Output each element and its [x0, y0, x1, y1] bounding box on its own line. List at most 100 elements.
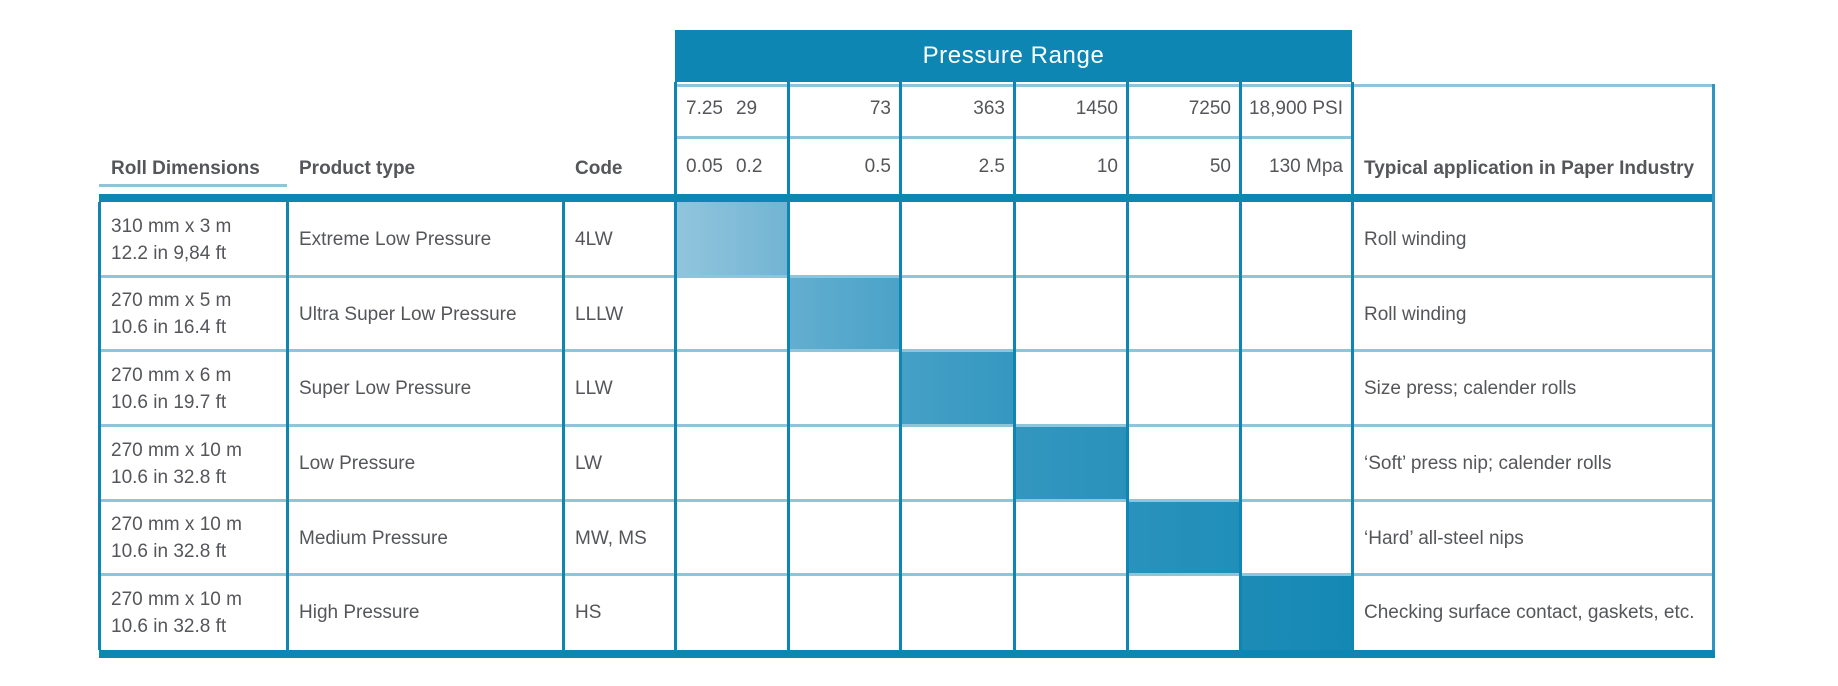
pressure-cell-super-low [900, 351, 1014, 426]
dimensions-metric: 270 mm x 10 m [111, 439, 242, 461]
product-type-cell: Ultra Super Low Pressure [287, 277, 563, 351]
row-separator [99, 275, 1715, 278]
code-cell: 4LW [563, 202, 675, 277]
application-cell: Roll winding [1352, 277, 1715, 351]
product-code: LLW [575, 378, 613, 399]
code-cell: LLLW [563, 277, 675, 351]
psi-scale-cell: 7.25 29 [675, 82, 788, 136]
application-text: ‘Hard’ all-steel nips [1364, 527, 1524, 549]
application-cell: Size press; calender rolls [1352, 351, 1715, 426]
product-type: Ultra Super Low Pressure [299, 303, 517, 325]
mpa-scale-cell: 0.05 0.2 [675, 139, 788, 194]
header-separator-bar [99, 194, 1715, 202]
application-text: ‘Soft’ press nip; calender rolls [1364, 453, 1612, 474]
product-code: LLLW [575, 303, 624, 325]
mpa-value: 2.5 [978, 155, 1005, 177]
mpa-value: 0.05 [686, 155, 723, 177]
product-code: MW, MS [575, 527, 647, 549]
dimensions-imperial: 10.6 in 32.8 ft [111, 541, 227, 562]
product-type-cell: Medium Pressure [287, 501, 563, 575]
grid-vertical-line [787, 82, 790, 650]
column-divider [286, 202, 289, 650]
roll-dimensions-underline [99, 184, 287, 187]
psi-scale-cell: 18,900 PSI [1240, 82, 1352, 136]
column-divider [562, 202, 565, 650]
dimensions-imperial: 12.2 in 9,84 ft [111, 242, 227, 264]
pressure-cell-low [1014, 426, 1127, 501]
column-header-code: Code [575, 158, 623, 179]
psi-scale-cell: 73 [788, 82, 900, 136]
pressure-range-banner-label: Pressure Range [922, 42, 1105, 69]
mpa-scale-cell: 2.5 [900, 139, 1014, 194]
product-code: HS [575, 602, 602, 623]
mpa-value: 0.5 [864, 155, 891, 177]
product-code: LW [575, 453, 603, 474]
grid-vertical-line [1013, 82, 1016, 650]
product-type: Super Low Pressure [299, 378, 472, 399]
application-text: Checking surface contact, gaskets, etc. [1364, 602, 1695, 623]
application-text: Size press; calender rolls [1364, 378, 1577, 399]
table-left-border [98, 202, 101, 650]
grid-vertical-line [1239, 82, 1242, 650]
dimensions-imperial: 10.6 in 32.8 ft [111, 466, 227, 488]
application-text: Roll winding [1364, 303, 1467, 325]
mpa-value: 0.2 [735, 155, 763, 177]
grid-vertical-line [1351, 82, 1354, 650]
mpa-scale-cell: 10 [1014, 139, 1127, 194]
roll-dimensions-cell: 270 mm x 6 m 10.6 in 19.7 ft [99, 351, 287, 426]
product-code: 4LW [575, 229, 613, 250]
mpa-value: 130 Mpa [1269, 155, 1343, 177]
column-header-product-type: Product type [299, 158, 416, 179]
product-type-cell: Extreme Low Pressure [287, 202, 563, 277]
psi-value: 18,900 PSI [1248, 98, 1343, 119]
pressure-cell-medium [1127, 501, 1240, 575]
product-type: Extreme Low Pressure [299, 229, 492, 250]
product-type-cell: Super Low Pressure [287, 351, 563, 426]
psi-scale-cell: 1450 [1014, 82, 1127, 136]
grid-vertical-line [1126, 82, 1129, 650]
application-cell: Roll winding [1352, 202, 1715, 277]
table-bottom-bar [99, 650, 1715, 658]
psi-value: 29 [735, 98, 758, 119]
psi-value: 7.25 [686, 98, 723, 119]
psi-scale-cell: 363 [900, 82, 1014, 136]
psi-value: 363 [973, 98, 1005, 119]
psi-scale-cell: 7250 [1127, 82, 1240, 136]
pressure-cell-ultra-super-low [788, 277, 900, 351]
product-type-cell: High Pressure [287, 575, 563, 650]
pressure-cell-high [1240, 575, 1352, 650]
mpa-scale-cell: 0.5 [788, 139, 900, 194]
mpa-scale-cell: 130 Mpa [1240, 139, 1352, 194]
row-separator [99, 499, 1715, 502]
grid-vertical-line [899, 82, 902, 650]
mpa-value: 50 [1209, 155, 1231, 177]
application-cell: Checking surface contact, gaskets, etc. [1352, 575, 1715, 650]
code-cell: LW [563, 426, 675, 501]
pressure-range-banner: Pressure Range [675, 30, 1352, 82]
row-separator [99, 349, 1715, 352]
product-type: High Pressure [299, 602, 420, 623]
roll-dimensions-cell: 270 mm x 5 m 10.6 in 16.4 ft [99, 277, 287, 351]
product-type: Medium Pressure [299, 527, 448, 549]
grid-vertical-line [674, 82, 677, 650]
row-separator [99, 424, 1715, 427]
roll-dimensions-cell: 270 mm x 10 m 10.6 in 32.8 ft [99, 575, 287, 650]
dimensions-metric: 310 mm x 3 m [111, 215, 232, 237]
product-type: Low Pressure [299, 453, 416, 474]
mpa-value: 10 [1096, 155, 1118, 177]
product-type-cell: Low Pressure [287, 426, 563, 501]
dimensions-imperial: 10.6 in 32.8 ft [111, 615, 227, 637]
dimensions-metric: 270 mm x 10 m [111, 588, 242, 610]
psi-value: 7250 [1188, 98, 1231, 119]
dimensions-metric: 270 mm x 10 m [111, 514, 242, 535]
application-text: Roll winding [1364, 229, 1467, 250]
column-header-roll-dimensions: Roll Dimensions [111, 158, 260, 179]
roll-dimensions-cell: 310 mm x 3 m 12.2 in 9,84 ft [99, 202, 287, 277]
dimensions-imperial: 10.6 in 19.7 ft [111, 391, 227, 413]
code-cell: HS [563, 575, 675, 650]
code-cell: MW, MS [563, 501, 675, 575]
mpa-scale-cell: 50 [1127, 139, 1240, 194]
dimensions-imperial: 10.6 in 16.4 ft [111, 317, 227, 338]
row-separator [99, 573, 1715, 576]
